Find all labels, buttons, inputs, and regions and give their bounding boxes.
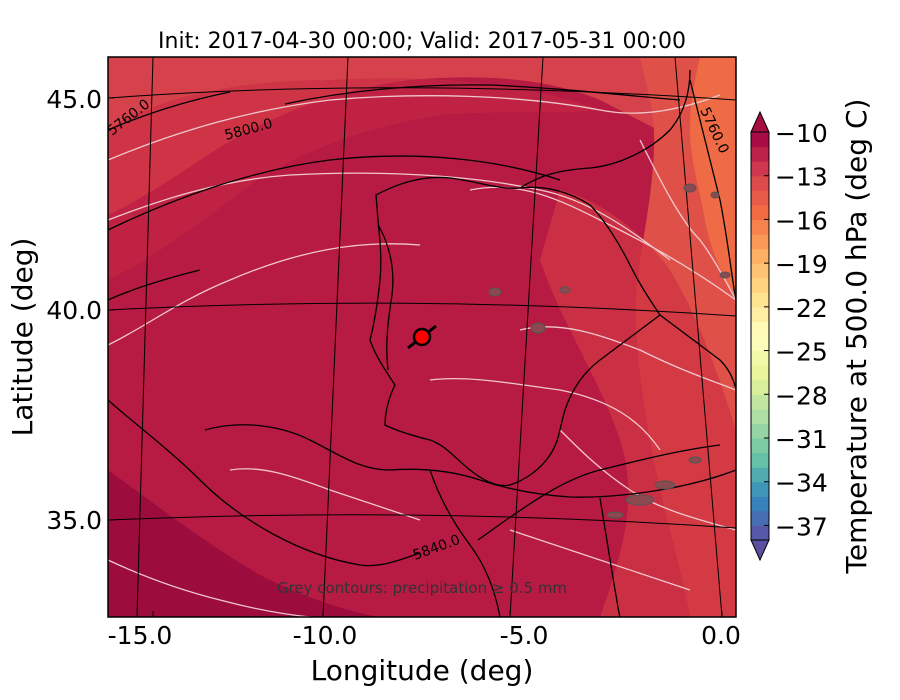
colorbar-max-arrow	[750, 110, 770, 133]
map-title: Init: 2017-04-30 00:00; Valid: 2017-05-3…	[158, 29, 686, 54]
colorbar-segment	[751, 496, 769, 512]
mediterranean-coast	[659, 314, 736, 391]
colorbar-segment	[751, 321, 769, 337]
y-axis-label: Latitude (deg)	[6, 238, 39, 437]
morocco-border	[429, 469, 501, 617]
colorbar-tick-label: −25	[775, 338, 828, 367]
iberia-coastline	[369, 176, 661, 487]
colorbar-min-arrow	[750, 539, 770, 562]
colorbar-tick-label: −16	[775, 206, 828, 235]
x-tick-label: -15.0	[108, 621, 173, 650]
colorbar-segment	[751, 219, 769, 235]
colorbar-segment	[751, 467, 769, 483]
x-tick-label: -5.0	[500, 621, 549, 650]
colorbar: −10 −13 −16 −19 −22 −25 −28 −31 −34 −37 Temperatu…	[750, 99, 873, 575]
graticule	[108, 57, 736, 617]
colorbar-segment	[751, 161, 769, 177]
colorbar-segment	[751, 190, 769, 206]
temperature-band-southwest	[108, 470, 380, 617]
x-tick-label: 0.0	[701, 621, 741, 650]
colorbar-segment	[751, 379, 769, 395]
x-tick-label: -10.0	[293, 621, 358, 650]
x-axis-label: Longitude (deg)	[311, 654, 534, 687]
colorbar-segment	[751, 132, 769, 148]
meridian-neg15	[136, 57, 154, 617]
colorbar-label: Temperature at 500.0 hPa (deg C)	[840, 99, 873, 575]
parallel-35	[108, 514, 736, 529]
meridian-neg5	[509, 57, 544, 617]
colorbar-segment	[751, 306, 769, 323]
colorbar-segment	[751, 336, 769, 352]
colorbar-tick-label: −34	[775, 469, 828, 498]
colorbar-segment	[751, 394, 769, 410]
y-tick-label: 40.0	[46, 296, 102, 325]
algeria-border	[599, 497, 621, 617]
y-axis: 45.0 40.0 35.0 Latitude (deg)	[6, 85, 114, 535]
x-axis: -15.0 -10.0 -5.0 0.0 Longitude (deg)	[108, 611, 741, 687]
colorbar-segment	[751, 292, 769, 308]
colorbar-segment	[751, 365, 769, 381]
temperature-band-east-mid	[540, 190, 736, 617]
colorbar-segment	[751, 146, 769, 162]
colorbar-segment	[751, 350, 769, 366]
colorbar-tick-label: −31	[775, 425, 828, 454]
map-panel: 5760.0 5800.0 5840.0 5760.0 Grey contour…	[108, 57, 736, 617]
parallel-40	[108, 302, 736, 317]
colorbar-tick-label: −10	[775, 119, 828, 148]
location-marker	[407, 324, 437, 350]
north-africa-coastline	[204, 424, 736, 498]
colorbar-segment	[751, 438, 769, 454]
colorbar-segment	[751, 525, 769, 541]
y-tick-label: 35.0	[46, 506, 102, 535]
y-tick-label: 45.0	[46, 85, 102, 114]
colorbar-tick-label: −13	[775, 163, 828, 192]
colorbar-tick-label: −19	[775, 250, 828, 279]
precipitation-patches	[488, 183, 731, 519]
colorbar-frame	[750, 131, 770, 541]
meridian-0	[674, 57, 723, 617]
france-coastline	[519, 69, 691, 189]
colorbar-segment	[751, 452, 769, 468]
colorbar-tick-label: −37	[775, 512, 828, 541]
colorbar-segment	[751, 204, 769, 221]
colorbar-segment	[751, 263, 769, 279]
colorbar-segments	[751, 132, 769, 541]
map-frame	[107, 56, 737, 618]
colorbar-segment	[751, 408, 769, 425]
colorbar-tick-label: −28	[775, 381, 828, 410]
colorbar-tick-label: −22	[775, 294, 828, 323]
temperature-band-east-warm	[690, 57, 736, 300]
parallel-45	[108, 87, 736, 101]
precipitation-note: Grey contours: precipitation ≥ 0.5 mm	[277, 579, 567, 597]
portugal-border	[377, 224, 394, 371]
colorbar-segment	[751, 175, 769, 191]
colorbar-segment	[751, 423, 769, 439]
meridian-neg10	[322, 57, 349, 617]
colorbar-segment	[751, 234, 769, 250]
colorbar-ticks: −10 −13 −16 −19 −22 −25 −28 −31 −34 −37	[764, 119, 828, 541]
colorbar-segment	[751, 248, 769, 264]
coastlines	[204, 69, 736, 617]
colorbar-segment	[751, 510, 769, 527]
temperature-band-north-inner	[108, 78, 600, 280]
colorbar-segment	[751, 481, 769, 497]
colorbar-segment	[751, 277, 769, 293]
